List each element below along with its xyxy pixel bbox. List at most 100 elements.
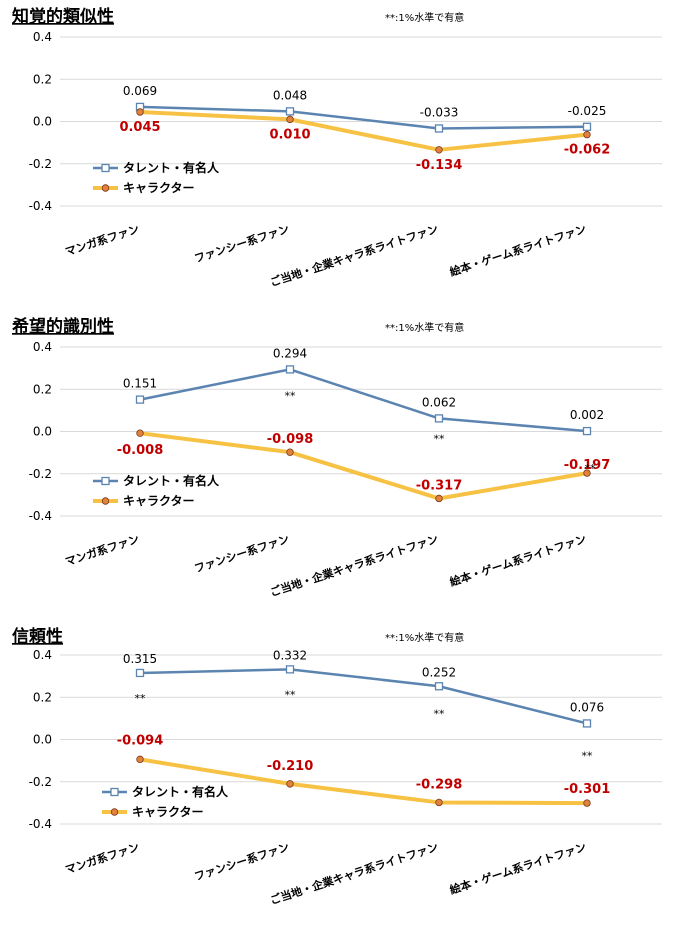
data-label-celebrity: 0.069 xyxy=(123,84,157,98)
data-point-celebrity xyxy=(582,719,592,728)
y-tick-label: 0.2 xyxy=(33,690,52,704)
x-category-label: ファンシー系ファン xyxy=(192,222,290,266)
x-category-label: マンガ系ファン xyxy=(63,222,141,259)
data-point-celebrity xyxy=(434,414,444,423)
legend-label-celebrity: タレント・有名人 xyxy=(123,473,220,488)
y-tick-label: -0.4 xyxy=(29,509,52,523)
data-label-character: -0.094 xyxy=(117,733,164,748)
data-label-celebrity: 0.062 xyxy=(422,395,456,409)
data-point-character xyxy=(583,469,591,477)
data-label-celebrity: 0.076 xyxy=(570,700,604,714)
data-point-celebrity xyxy=(434,682,444,691)
data-label-celebrity: 0.252 xyxy=(422,665,456,679)
data-point-character xyxy=(286,448,294,456)
data-point-character xyxy=(435,798,443,807)
data-point-character xyxy=(583,799,591,807)
y-tick-label: 0.2 xyxy=(33,72,52,86)
data-point-character xyxy=(583,130,591,139)
x-category-label: ファンシー系ファン xyxy=(192,532,290,576)
y-tick-label: -0.2 xyxy=(29,467,52,481)
y-tick-label: -0.2 xyxy=(29,775,52,789)
x-category-label: 絵本・ゲーム系ライトファン xyxy=(448,840,588,897)
data-label-character: 0.010 xyxy=(269,127,310,142)
significance-marker: ** xyxy=(434,432,446,445)
data-point-character xyxy=(286,115,294,124)
data-label-character: -0.301 xyxy=(564,782,611,797)
legend-label-character: キャラクター xyxy=(132,805,204,819)
data-label-character: -0.298 xyxy=(416,777,463,792)
legend-label-celebrity: タレント・有名人 xyxy=(123,160,220,175)
legend-marker-celebrity xyxy=(110,787,119,797)
data-point-character xyxy=(435,494,443,503)
chart-title: 希望的識別性 xyxy=(12,316,114,337)
data-label-character: -0.317 xyxy=(416,478,463,493)
data-point-character xyxy=(286,780,294,788)
y-tick-label: -0.4 xyxy=(29,199,52,213)
data-point-character xyxy=(136,755,144,764)
data-label-celebrity: 0.151 xyxy=(123,377,157,391)
chart-panel-1: 知覚的類似性 **:1%水準で有意 0.4 0.2 0.0 -0.2 -0.4 マンガ系ファン… xyxy=(11,6,662,289)
y-tick-label: 0.4 xyxy=(33,648,52,662)
legend-label-character: キャラクター xyxy=(123,181,195,195)
legend-marker-celebrity xyxy=(101,163,110,173)
y-tick-label: 0.0 xyxy=(33,425,52,439)
data-label-character: -0.008 xyxy=(117,443,164,458)
data-label-character: -0.062 xyxy=(564,143,611,158)
legend-label-character: キャラクター xyxy=(123,494,195,508)
significance-note: **:1%水準で有意 xyxy=(385,631,464,644)
data-label-celebrity: 0.048 xyxy=(273,88,307,102)
data-point-character xyxy=(435,146,443,154)
x-category-label: ご当地・企業キャラ系ライトファン xyxy=(268,840,440,908)
series-line-celebrity xyxy=(139,668,588,725)
y-tick-label: -0.4 xyxy=(29,817,52,831)
data-label-celebrity: -0.033 xyxy=(420,105,459,119)
data-point-celebrity xyxy=(285,365,295,374)
data-label-celebrity: -0.025 xyxy=(568,104,607,118)
data-point-celebrity xyxy=(434,124,444,133)
significance-marker: ** xyxy=(285,688,297,701)
data-point-celebrity xyxy=(135,668,145,678)
x-category-label: マンガ系ファン xyxy=(63,840,141,877)
data-point-celebrity xyxy=(582,122,592,131)
x-category-label: 絵本・ゲーム系ライトファン xyxy=(448,532,588,589)
data-point-celebrity xyxy=(285,107,295,116)
data-point-celebrity xyxy=(135,395,145,404)
x-category-label: マンガ系ファン xyxy=(63,532,141,569)
significance-marker: ** xyxy=(285,389,297,402)
legend-marker-character xyxy=(101,497,110,505)
y-tick-label: 0.2 xyxy=(33,382,52,396)
significance-note: **:1%水準で有意 xyxy=(385,321,464,334)
x-category-label: ご当地・企業キャラ系ライトファン xyxy=(268,532,440,600)
data-label-celebrity: 0.332 xyxy=(273,648,307,662)
legend-label-celebrity: タレント・有名人 xyxy=(132,784,229,799)
series-line-celebrity xyxy=(139,368,588,433)
data-label-celebrity: 0.294 xyxy=(273,346,307,360)
data-label-celebrity: 0.002 xyxy=(570,408,604,422)
data-label-celebrity: 0.315 xyxy=(123,652,157,666)
x-category-label: 絵本・ゲーム系ライトファン xyxy=(448,222,588,279)
y-tick-label: -0.2 xyxy=(29,157,52,171)
significance-note: **:1%水準で有意 xyxy=(385,11,464,24)
data-label-character: -0.197 xyxy=(564,458,611,473)
data-label-character: -0.210 xyxy=(267,759,314,774)
series-line-character xyxy=(139,757,588,806)
y-tick-label: 0.4 xyxy=(33,30,52,44)
y-tick-label: 0.0 xyxy=(33,733,52,747)
x-category-label: ご当地・企業キャラ系ライトファン xyxy=(268,222,440,290)
significance-marker: ** xyxy=(585,462,597,475)
data-point-celebrity xyxy=(582,426,592,436)
significance-marker: ** xyxy=(434,707,446,720)
series-line-celebrity xyxy=(139,105,588,130)
y-tick-label: 0.0 xyxy=(33,115,52,129)
series-line-character xyxy=(139,431,588,501)
legend-marker-character xyxy=(101,184,110,192)
chart-title: 信頼性 xyxy=(12,626,63,647)
legend-marker-celebrity xyxy=(101,476,110,486)
data-point-celebrity xyxy=(285,665,295,674)
series-line-character xyxy=(139,109,588,152)
data-point-character xyxy=(136,429,144,437)
data-point-character xyxy=(136,108,144,116)
data-label-character: -0.134 xyxy=(416,158,463,173)
y-tick-label: 0.4 xyxy=(33,340,52,354)
